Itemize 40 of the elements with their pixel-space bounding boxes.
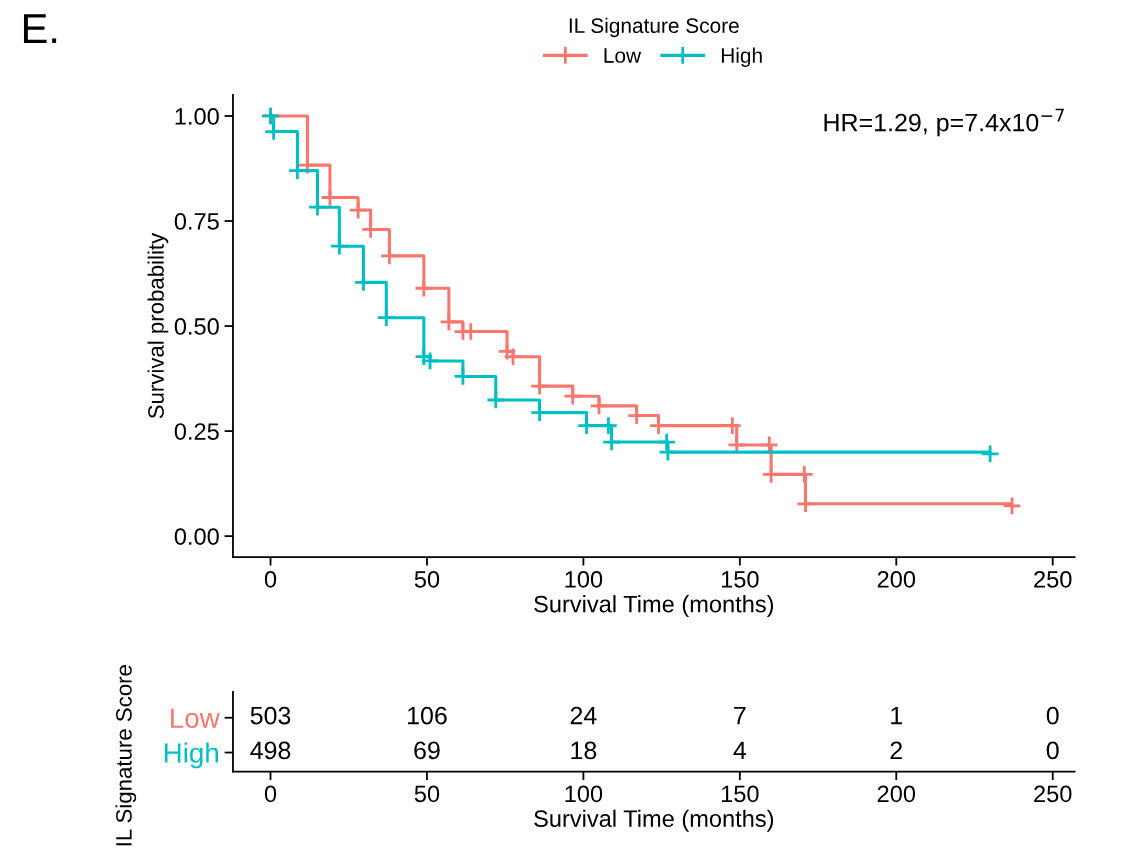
x-tick-label: 200 [877, 570, 916, 588]
data-label: 0 [1046, 741, 1059, 760]
data-label: 2 [890, 741, 902, 759]
y-axis-title: IL Signature Score [115, 665, 137, 846]
y-tick-label: 0.75 [174, 213, 219, 230]
legend-title: IL Signature Score [569, 17, 739, 38]
x-tick-label: 150 [721, 785, 759, 803]
data-label: 1 [891, 706, 903, 725]
x-axis-title: Survival Time (months) [534, 809, 774, 832]
x-tick-label: 50 [414, 785, 440, 803]
data-label: 503 [250, 706, 291, 725]
x-tick-label: 200 [877, 785, 916, 803]
y-axis-title: Survival probability [147, 232, 169, 419]
y-tick-label: 0.25 [174, 423, 219, 440]
data-label: 69 [414, 741, 440, 760]
data-label: 4 [733, 741, 747, 759]
x-tick-label: 50 [414, 570, 440, 588]
y-tick-label: 0.50 [174, 318, 219, 335]
y-tick-label: 0.00 [174, 528, 219, 545]
x-axis-title: Survival Time (months) [534, 595, 774, 618]
x-tick-label: 150 [721, 570, 759, 588]
chart-title: E. [23, 14, 57, 43]
x-tick-label: 250 [1034, 570, 1072, 588]
data-label: 18 [571, 741, 597, 760]
x-tick-label: 100 [565, 785, 603, 803]
legend-label: Low [604, 48, 642, 63]
data-label: 7 [734, 706, 746, 725]
data-label: 24 [570, 706, 597, 725]
data-label: 0 [1046, 706, 1059, 725]
x-tick-label: 250 [1034, 785, 1072, 803]
x-tick-label: 0 [264, 785, 277, 803]
y-tick-label: Low [171, 708, 220, 729]
legend-label: High [721, 47, 762, 67]
x-tick-label: 0 [264, 570, 277, 588]
annotation: HR=1.29, p=7.4x10$^{−7}$ [824, 108, 1064, 137]
y-tick-label: 1.00 [175, 108, 219, 125]
data-label: 498 [250, 741, 291, 760]
y-tick-label: High [164, 742, 218, 769]
x-tick-label: 100 [565, 570, 603, 588]
data-label: 106 [408, 706, 447, 725]
